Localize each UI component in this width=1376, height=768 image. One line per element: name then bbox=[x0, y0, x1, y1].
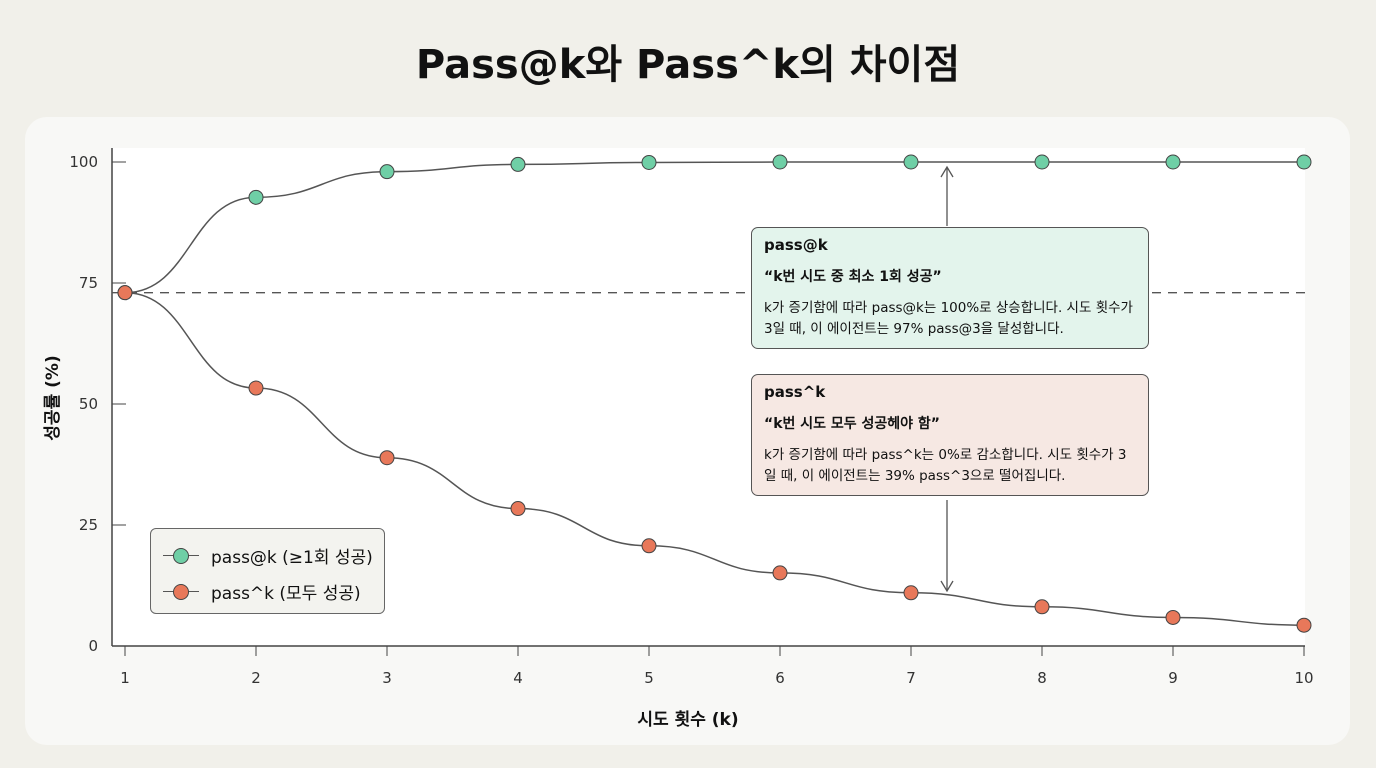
series-line-1 bbox=[124, 291, 1305, 626]
x-tick-label: 10 bbox=[1294, 669, 1313, 687]
data-point bbox=[510, 501, 526, 517]
x-tick-label: 4 bbox=[513, 669, 523, 687]
annotation-heading: pass@k bbox=[764, 236, 828, 254]
legend-label: pass^k (모두 성공) bbox=[211, 584, 361, 604]
y-axis-label: 성공률 (%) bbox=[43, 355, 63, 440]
legend-marker bbox=[163, 583, 199, 600]
data-point bbox=[641, 538, 657, 554]
y-tick-label: 50 bbox=[79, 395, 98, 413]
data-point bbox=[772, 154, 788, 170]
data-point bbox=[772, 565, 788, 581]
x-tick-label: 2 bbox=[251, 669, 261, 687]
chart-title: Pass@k와 Pass^k의 차이점 bbox=[415, 42, 961, 88]
y-tick-label: 75 bbox=[79, 274, 98, 292]
data-point bbox=[248, 189, 264, 205]
data-point bbox=[510, 156, 526, 172]
annotation-quote: “k번 시도 중 최소 1회 성공” bbox=[764, 269, 942, 285]
legend: pass@k (≥1회 성공) pass^k (모두 성공) bbox=[150, 528, 385, 614]
x-tick-label: 3 bbox=[382, 669, 392, 687]
data-point bbox=[248, 380, 264, 396]
pass-hat-k-annotation: pass^k “k번 시도 모두 성공헤야 함” k가 증기함에 따라 pass… bbox=[751, 374, 1149, 496]
legend-item-pass-at-k: pass@k (≥1회 성공) bbox=[163, 543, 373, 568]
data-point bbox=[379, 164, 395, 180]
data-point bbox=[379, 450, 395, 466]
x-tick-label: 5 bbox=[644, 669, 654, 687]
series-line-0 bbox=[124, 161, 1304, 294]
annotation-body: k가 증기함에 따라 pass@k는 100%로 상승합니다. 시도 횟수가 3… bbox=[764, 300, 1133, 337]
data-point bbox=[117, 285, 133, 301]
x-axis-label: 시도 횟수 (k) bbox=[637, 710, 738, 730]
arrow-down-icon bbox=[940, 580, 954, 593]
annotation-heading: pass^k bbox=[764, 383, 826, 401]
data-point bbox=[903, 154, 919, 170]
legend-item-pass-hat-k: pass^k (모두 성공) bbox=[163, 579, 361, 604]
arrow-up-icon bbox=[940, 165, 954, 178]
x-tick-label: 9 bbox=[1168, 669, 1178, 687]
data-point bbox=[903, 585, 919, 601]
data-point bbox=[1296, 154, 1312, 170]
annotation-quote: “k번 시도 모두 성공헤야 함” bbox=[764, 416, 941, 432]
data-point bbox=[641, 154, 657, 170]
pass-at-k-annotation: pass@k “k번 시도 중 최소 1회 성공” k가 증기함에 따라 pas… bbox=[751, 227, 1149, 349]
x-tick-label: 8 bbox=[1037, 669, 1047, 687]
x-tick-label: 1 bbox=[120, 669, 130, 687]
annotation-body: k가 증기함에 따라 pass^k는 0%로 감소합니다. 시도 횟수가 3일 … bbox=[764, 447, 1127, 484]
data-point bbox=[1034, 154, 1050, 170]
data-point bbox=[1034, 599, 1050, 615]
y-tick-label: 0 bbox=[88, 637, 98, 655]
y-tick-label: 100 bbox=[69, 153, 98, 171]
x-tick-label: 6 bbox=[775, 669, 785, 687]
data-point bbox=[1165, 609, 1181, 625]
data-point bbox=[1296, 617, 1312, 633]
data-point bbox=[1165, 154, 1181, 170]
y-tick-label: 25 bbox=[79, 516, 98, 534]
x-tick-label: 7 bbox=[906, 669, 916, 687]
legend-label: pass@k (≥1회 성공) bbox=[211, 548, 373, 568]
legend-marker bbox=[163, 547, 199, 564]
